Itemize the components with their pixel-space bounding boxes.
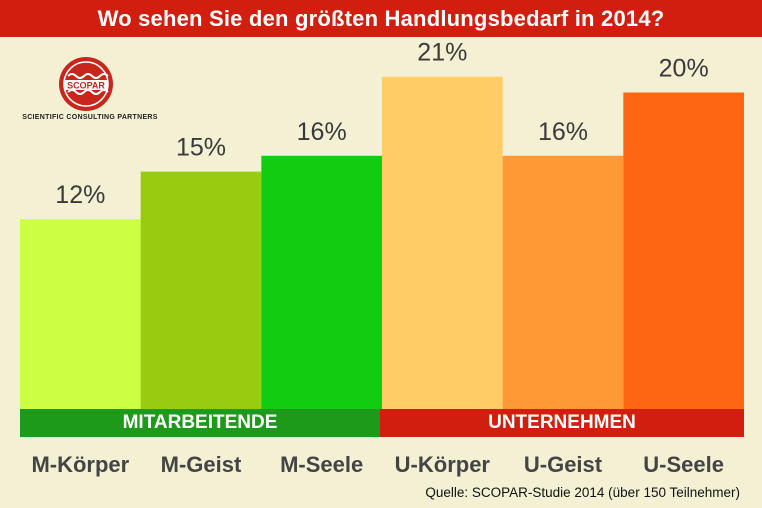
logo-tagline: Scientific Consulting Partners	[22, 114, 158, 121]
bar-5	[502, 155, 624, 409]
category-label-2: M-Geist	[161, 452, 242, 477]
data-label-1: 12%	[55, 181, 105, 209]
source-note: Quelle: SCOPAR-Studie 2014 (über 150 Tei…	[425, 485, 740, 500]
data-label-3: 16%	[297, 118, 347, 146]
bar-6	[623, 92, 744, 409]
bar-3	[261, 155, 382, 409]
category-label-5: U-Geist	[524, 452, 603, 477]
bar-2	[140, 171, 262, 409]
category-label-3: M-Seele	[280, 452, 363, 477]
scopar-logo-icon: SCOPAR	[59, 57, 113, 111]
category-label-4: U-Körper	[395, 452, 491, 477]
chart-title: Wo sehen Sie den größten Handlungsbedarf…	[0, 0, 762, 37]
data-label-6: 20%	[659, 54, 709, 82]
data-label-4: 21%	[417, 39, 467, 67]
bar-4	[382, 76, 503, 410]
group-label-unternehmen: UNTERNEHMEN	[380, 409, 744, 437]
logo-name: SCOPAR	[67, 81, 105, 91]
bar-1	[20, 219, 141, 409]
data-label-2: 15%	[176, 134, 226, 162]
category-label-1: M-Körper	[31, 452, 129, 477]
group-label-mitarbeitende: MITARBEITENDE	[20, 409, 380, 437]
data-label-5: 16%	[538, 118, 588, 146]
category-label-6: U-Seele	[643, 452, 724, 477]
scopar-logo: SCOPAR Scientific Consulting Partners	[20, 54, 160, 126]
